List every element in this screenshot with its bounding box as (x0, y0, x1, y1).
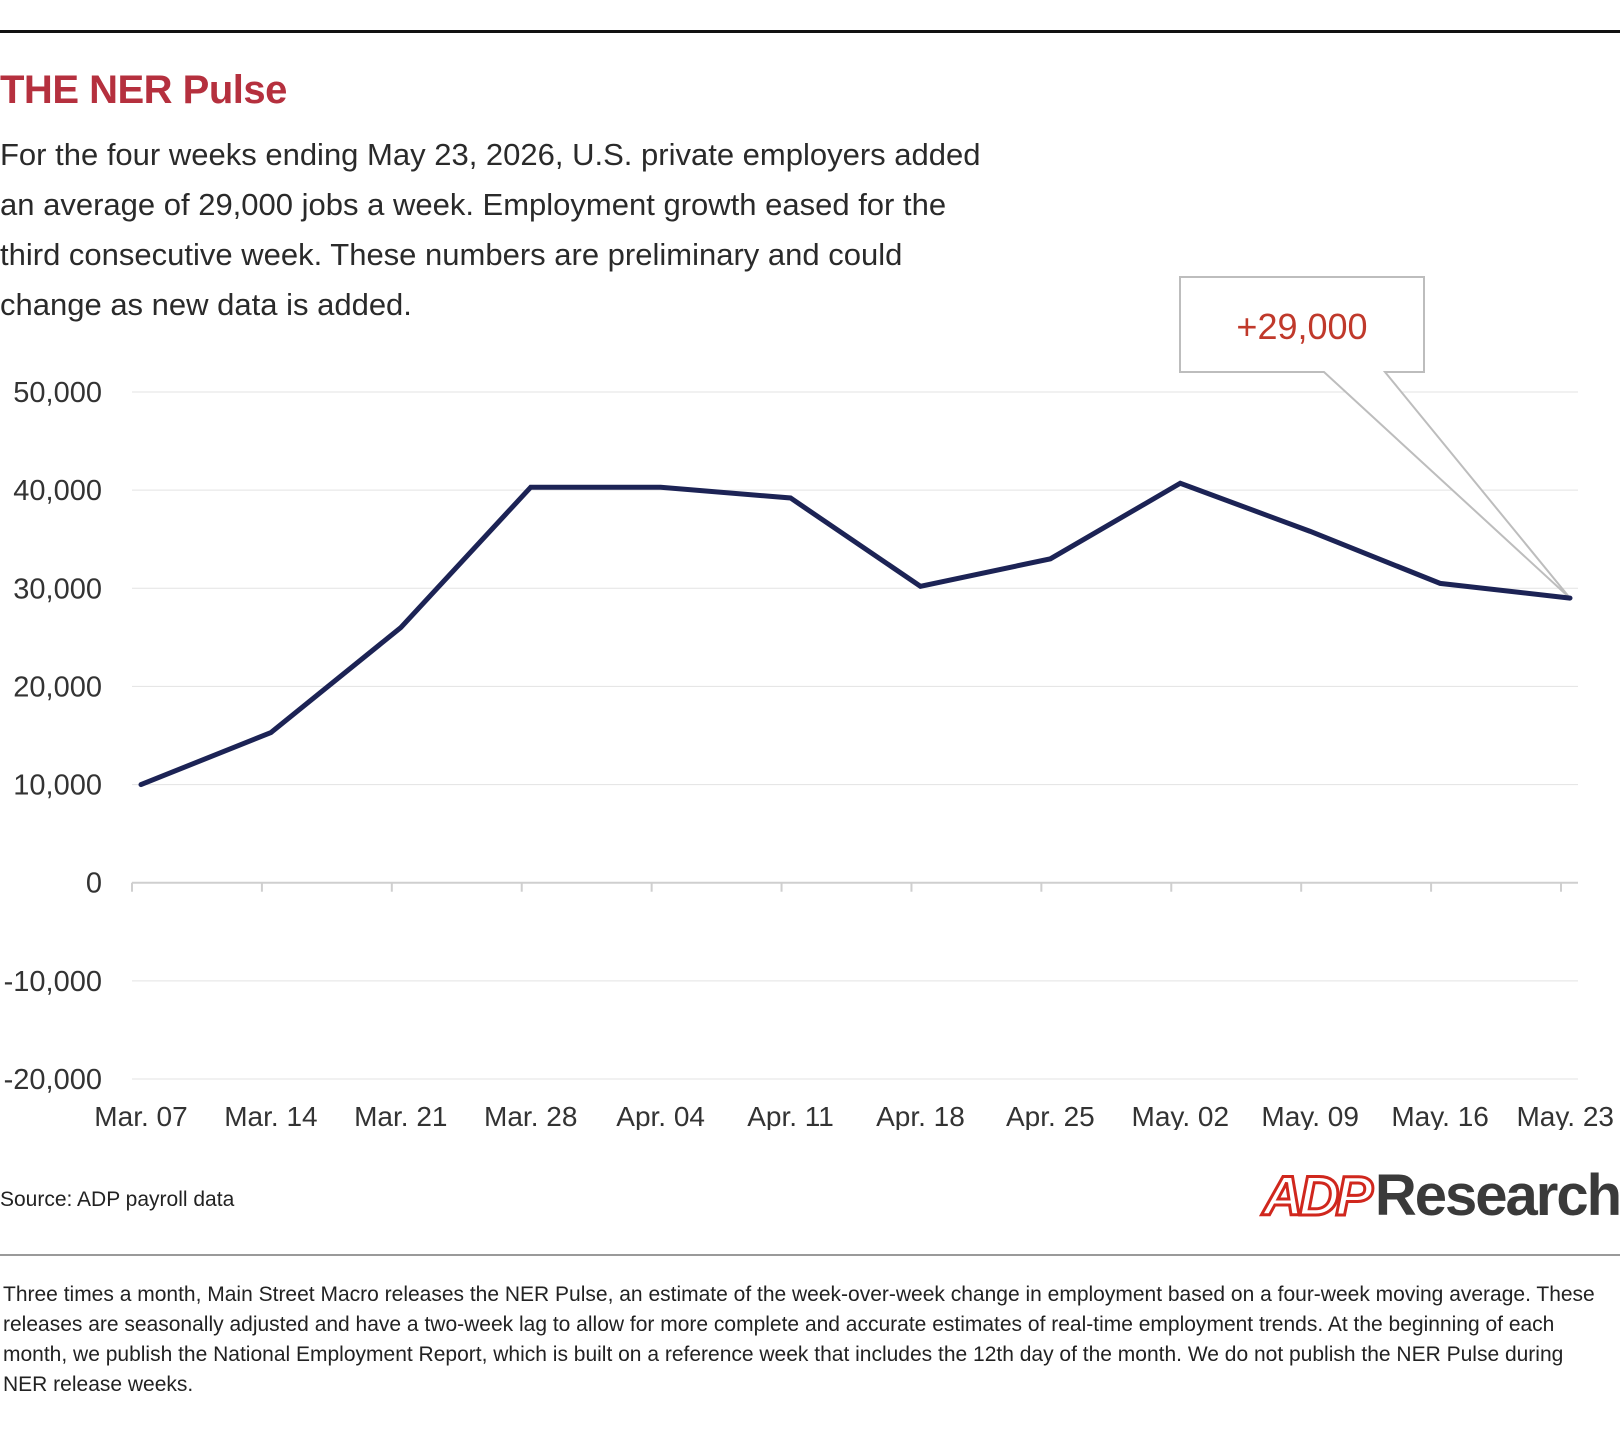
callout-box (1179, 276, 1571, 599)
line-chart: 50,000 40,000 30,000 20,000 10,000 0 -10,000 -2… (4, 276, 1614, 1130)
y-tick-label: 20,000 (13, 671, 102, 703)
data-point (659, 485, 663, 489)
data-point (269, 731, 273, 735)
x-tick-label: May. 09 (1261, 1101, 1359, 1130)
y-tick-label: 10,000 (13, 770, 102, 802)
x-tick-label: May. 16 (1391, 1101, 1489, 1130)
x-tick-label: Apr. 25 (1006, 1101, 1095, 1130)
x-tick-label: Mar. 14 (224, 1101, 317, 1130)
data-point (399, 626, 403, 630)
data-point (1048, 557, 1052, 561)
chart-title: THE NER Pulse (0, 68, 287, 112)
x-tick-label: Apr. 18 (876, 1101, 965, 1130)
x-tick-label: Mar. 07 (94, 1101, 187, 1130)
data-point (918, 584, 922, 588)
y-tick-label: -20,000 (4, 1064, 102, 1096)
x-tick-label: May. 02 (1132, 1101, 1230, 1130)
x-tick-label: Mar. 21 (354, 1101, 447, 1130)
y-tick-label: 0 (86, 868, 102, 900)
y-tick-label: 30,000 (13, 573, 102, 605)
data-point (529, 485, 533, 489)
data-point (1438, 581, 1442, 585)
series-line (138, 480, 1573, 788)
data-point (1308, 529, 1312, 533)
bottom-rule (0, 1254, 1620, 1256)
y-tick-label: 50,000 (13, 377, 102, 409)
x-tick-label: Apr. 04 (616, 1101, 705, 1130)
adp-logo-mark: ADP (1261, 1163, 1374, 1229)
y-tick-label: -10,000 (4, 966, 102, 998)
x-tick-label: Apr. 11 (747, 1101, 834, 1130)
callout-value-label: +29,000 (1236, 306, 1367, 347)
methodology-note: Three times a month, Main Street Macro r… (3, 1283, 1595, 1396)
x-tick-label: May. 23 (1516, 1101, 1614, 1130)
y-tick-label: 40,000 (13, 475, 102, 507)
data-point (1568, 596, 1572, 600)
logo-text: Research (1374, 1163, 1620, 1228)
data-point (789, 496, 793, 500)
data-point (1178, 481, 1182, 485)
source-note: Source: ADP payroll data (0, 1188, 235, 1211)
x-tick-label: Mar. 28 (484, 1101, 577, 1130)
top-rule (0, 30, 1620, 33)
adp-research-logo: ADP Research (1261, 1162, 1620, 1229)
data-point (139, 783, 143, 787)
chart-subtitle: For the four weeks ending May 23, 2026, … (0, 137, 981, 322)
